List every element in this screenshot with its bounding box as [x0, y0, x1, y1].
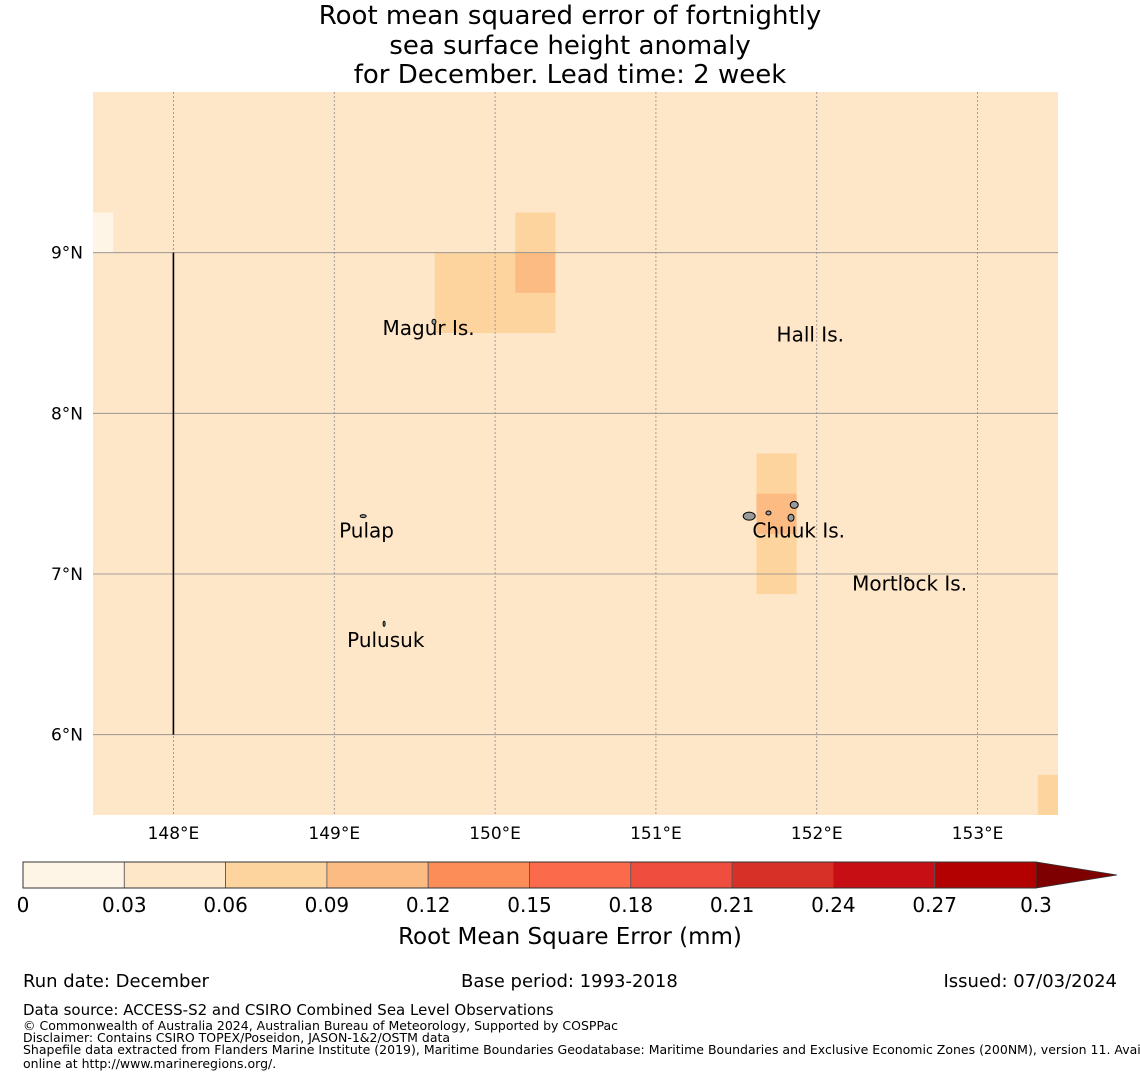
title-line-3: for December. Lead time: 2 week — [353, 60, 787, 90]
y-tick-label: 9°N — [51, 244, 83, 264]
colorbar-segment — [529, 861, 632, 889]
colorbar-tick-label: 0.12 — [406, 893, 451, 917]
data-source: Data source: ACCESS-S2 and CSIRO Combine… — [23, 1001, 554, 1019]
colorbar-tick-label: 0.03 — [102, 893, 147, 917]
x-tick-label: 148°E — [148, 824, 200, 844]
rmse-field-background — [93, 92, 1058, 815]
rmse-grid-cell — [93, 212, 114, 253]
colorbar-label: Root Mean Square Error (mm) — [398, 924, 742, 950]
x-tick-label: 152°E — [791, 824, 843, 844]
place-label: Pulap — [339, 519, 394, 543]
x-tick-label: 153°E — [952, 824, 1004, 844]
rmse-grid-cell — [515, 212, 556, 253]
colorbar-segment — [731, 861, 834, 889]
colorbar-segment — [123, 861, 227, 889]
colorbar-segment — [630, 861, 733, 889]
base-period: Base period: 1993-2018 — [461, 971, 678, 992]
colorbar-segment — [833, 861, 936, 889]
colorbar-tick-label: 0.06 — [203, 893, 248, 917]
map-figure: Magur Is. Hall Is. Pulap Chuuk Is. Mortlock … — [17, 92, 1118, 950]
colorbar-tick-label: 0.09 — [305, 893, 350, 917]
disclaimer: Disclaimer: Contains CSIRO TOPEX/Poseido… — [23, 1030, 451, 1045]
rmse-grid-cell — [515, 252, 556, 293]
shapefile-credit-line-2: online at http://www.marineregions.org/. — [23, 1056, 277, 1071]
x-tick-label: 150°E — [469, 824, 521, 844]
colorbar-tick-label: 0 — [17, 893, 30, 917]
shapefile-credit-line-1: Shapefile data extracted from Flanders M… — [23, 1042, 1140, 1057]
y-tick-label: 8°N — [51, 404, 83, 424]
island-outline — [382, 620, 386, 627]
colorbar-tick-label: 0.21 — [710, 893, 755, 917]
colorbar-tick-label: 0.24 — [811, 893, 856, 917]
place-label: Hall Is. — [777, 323, 844, 347]
colorbar-segment — [225, 861, 328, 889]
island-outline — [431, 318, 437, 325]
island-outline — [359, 514, 367, 519]
chart-title: Root mean squared error of fortnightly s… — [0, 1, 1140, 91]
copyright: © Commonwealth of Australia 2024, Austra… — [23, 1018, 618, 1033]
colorbar-tick-label: 0.27 — [912, 893, 957, 917]
colorbar-tick-label: 0.18 — [609, 893, 654, 917]
colorbar-tick-label: 0.3 — [1020, 893, 1052, 917]
colorbar-segment — [326, 861, 429, 889]
colorbar-segment — [934, 861, 1037, 889]
y-tick-label: 7°N — [51, 565, 83, 585]
map-plot-area: Magur Is. Hall Is. Pulap Chuuk Is. Mortlock … — [51, 92, 1058, 844]
island-outline — [789, 500, 799, 509]
rmse-grid-cell — [1037, 774, 1058, 815]
run-date: Run date: December — [23, 971, 209, 992]
title-line-1: Root mean squared error of fortnightly — [318, 1, 822, 31]
x-tick-label: 149°E — [308, 824, 360, 844]
island-outline — [904, 576, 910, 581]
place-label: Chuuk Is. — [752, 519, 845, 543]
colorbar-extend-arrow — [1035, 861, 1118, 889]
colorbar-tick-label: 0.15 — [507, 893, 552, 917]
place-label: Magur Is. — [383, 316, 475, 340]
title-line-2: sea surface height anomaly — [389, 30, 751, 61]
place-label: Mortlock Is. — [852, 572, 967, 596]
colorbar: 0 0.03 0.06 0.09 0.12 0.15 0.18 0.21 0.24 0.27 0.3… — [17, 861, 1118, 950]
place-label: Pulusuk — [347, 628, 425, 652]
colorbar-segment — [427, 861, 530, 889]
issued-date: Issued: 07/03/2024 — [943, 971, 1117, 992]
rmse-grid-cell — [756, 493, 797, 534]
colorbar-segment — [22, 861, 125, 889]
x-tick-label: 151°E — [630, 824, 682, 844]
island-outline — [742, 511, 756, 521]
island-outline — [787, 513, 795, 522]
y-tick-label: 6°N — [51, 726, 83, 746]
colorbar-frame — [22, 861, 1037, 889]
island-outline — [765, 510, 772, 516]
